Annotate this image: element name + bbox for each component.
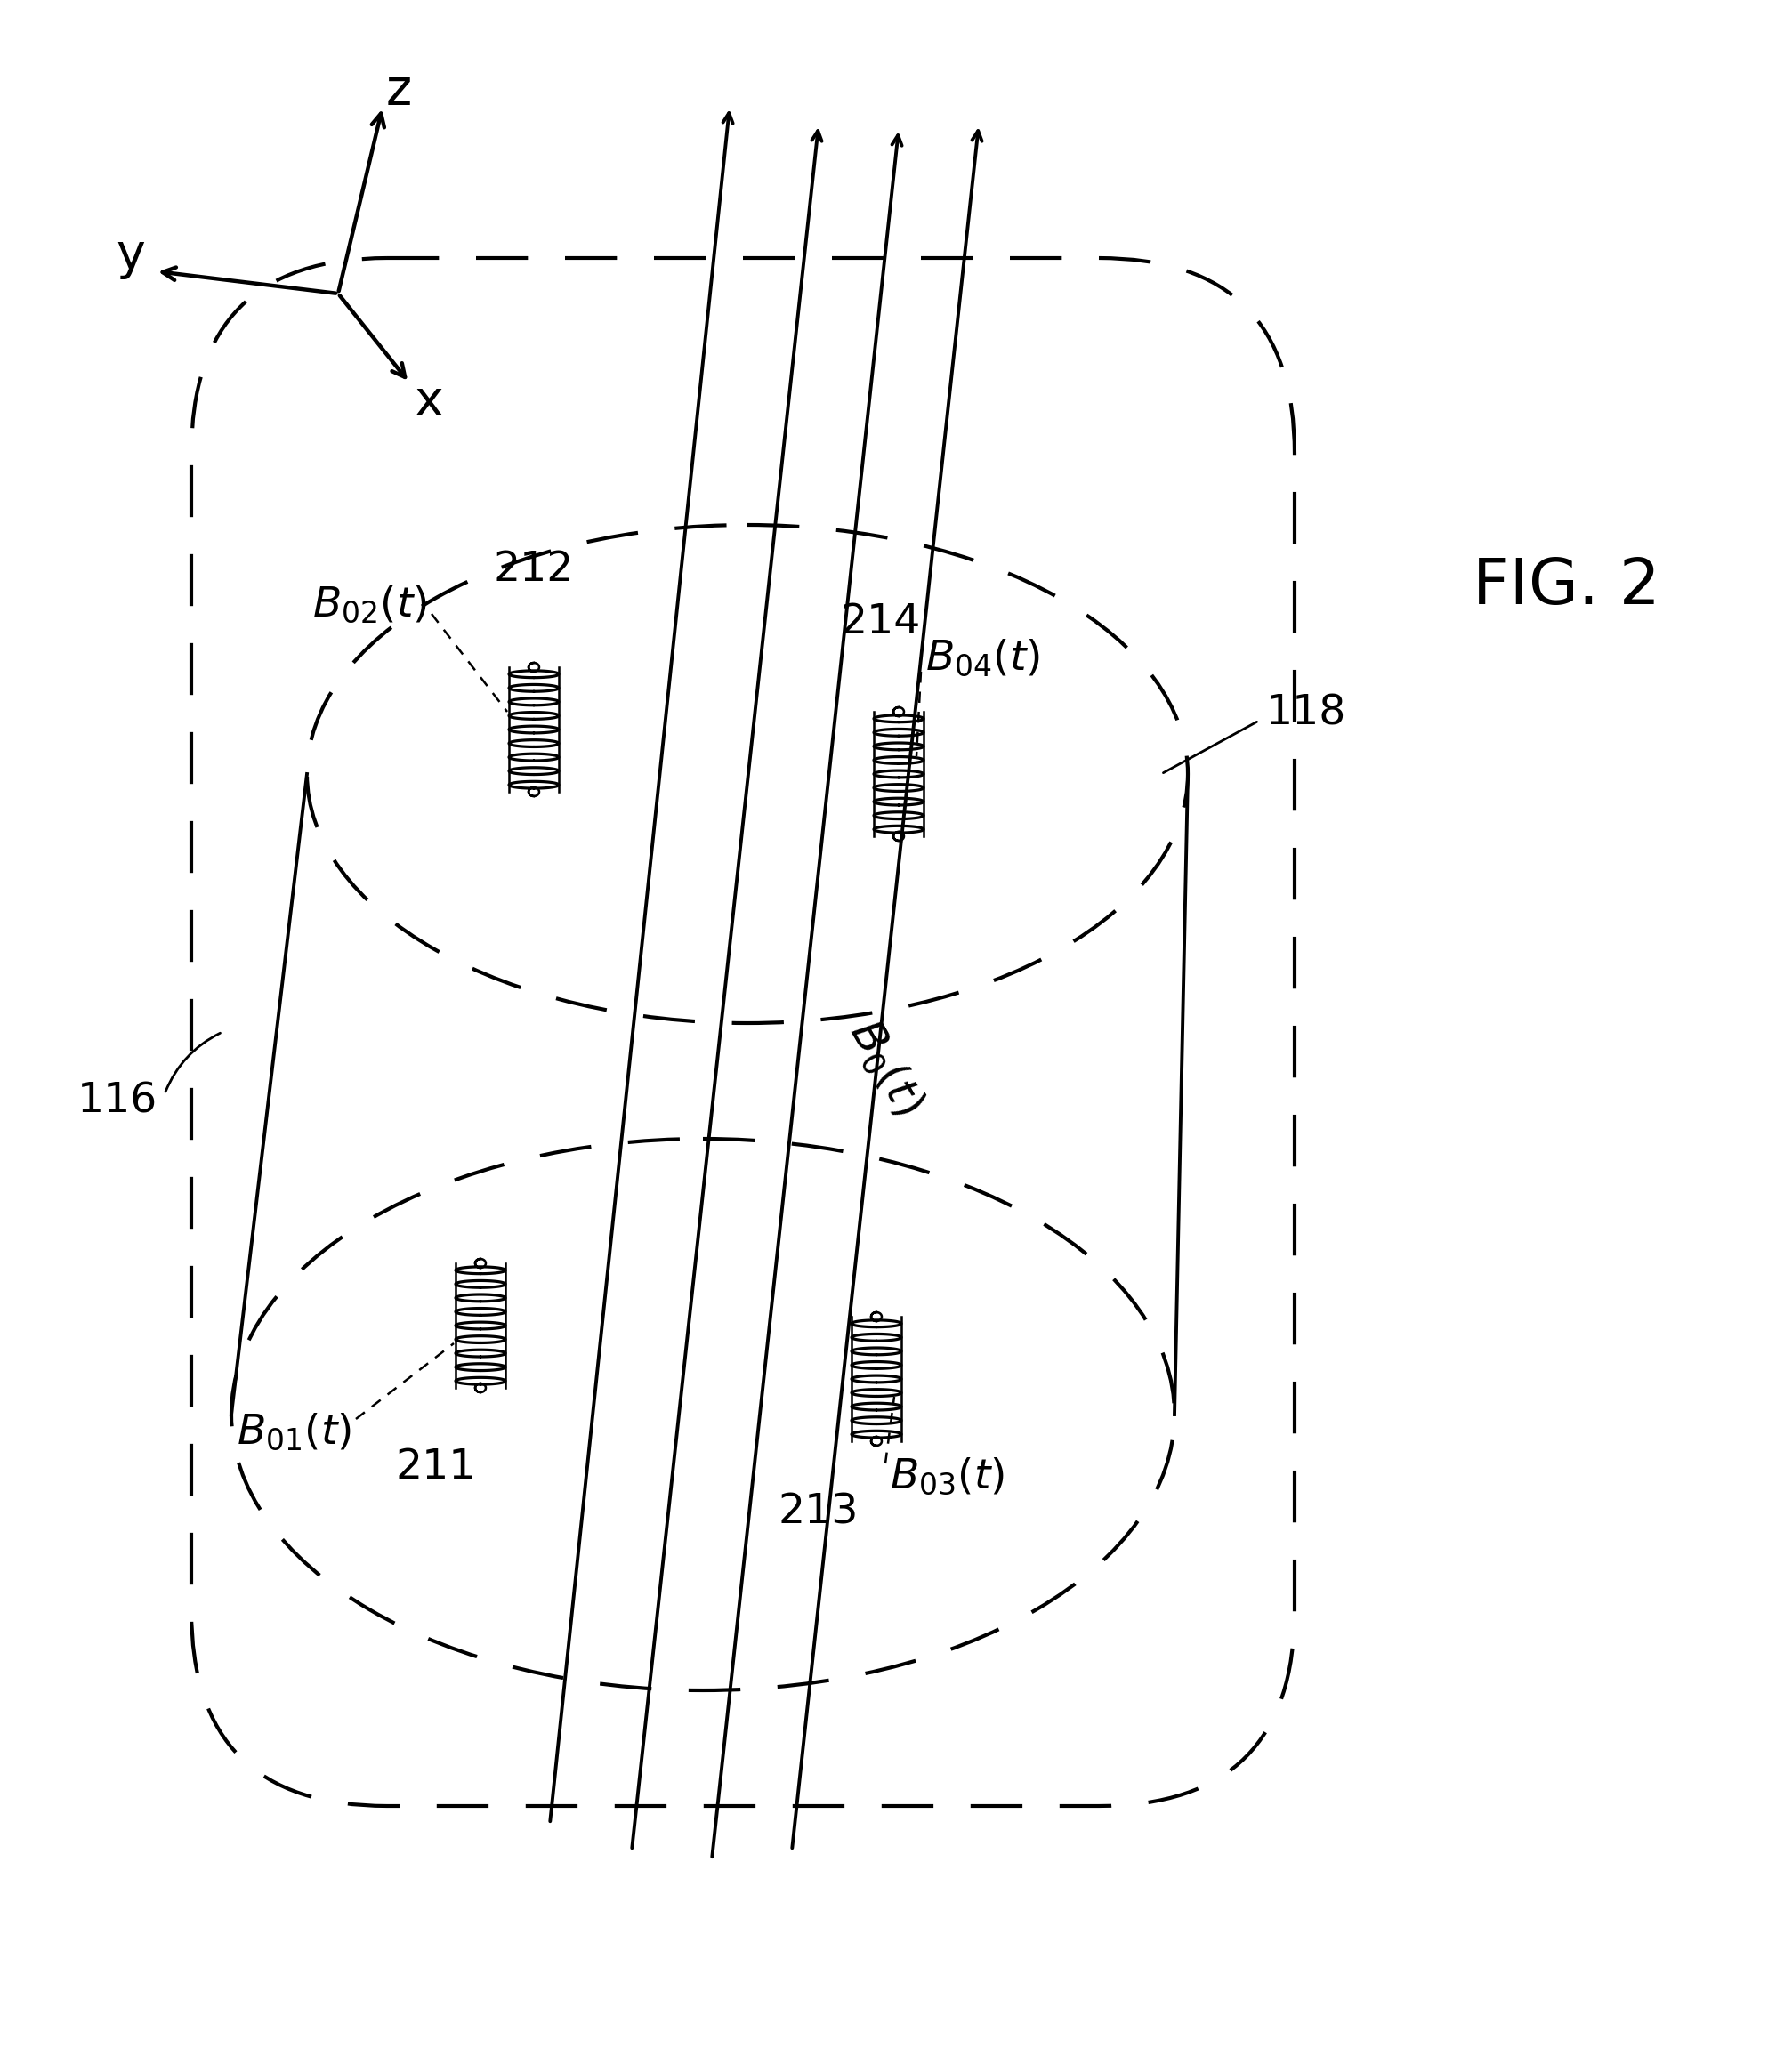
Text: $B_{02}(t)$: $B_{02}(t)$ — [312, 584, 426, 625]
Text: 211: 211 — [396, 1449, 477, 1488]
Text: x: x — [414, 378, 443, 425]
Text: $B_{01}(t)$: $B_{01}(t)$ — [237, 1412, 351, 1453]
Text: z: z — [385, 66, 412, 116]
Text: 214: 214 — [840, 603, 921, 642]
Text: 212: 212 — [493, 549, 573, 590]
Text: 213: 213 — [778, 1492, 858, 1531]
Text: FIG. 2: FIG. 2 — [1471, 557, 1659, 617]
Text: 116: 116 — [77, 1082, 158, 1121]
Text: $B_{03}(t)$: $B_{03}(t)$ — [889, 1457, 1004, 1496]
Text: y: y — [116, 231, 145, 279]
Text: $B_{04}(t)$: $B_{04}(t)$ — [925, 638, 1039, 679]
Text: $B_0(t)$: $B_0(t)$ — [840, 1011, 930, 1123]
Text: 118: 118 — [1265, 694, 1346, 733]
